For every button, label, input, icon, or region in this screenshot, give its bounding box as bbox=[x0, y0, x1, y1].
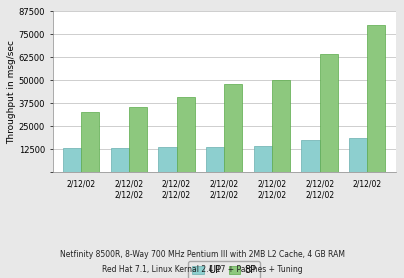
Bar bbox=[177, 97, 195, 172]
Y-axis label: Throughput in msg/sec: Throughput in msg/sec bbox=[6, 40, 16, 144]
Text: 2/12/02: 2/12/02 bbox=[210, 179, 239, 188]
Text: 2/12/02: 2/12/02 bbox=[257, 179, 286, 188]
Text: 2/12/02: 2/12/02 bbox=[210, 190, 239, 199]
Text: 2/12/02: 2/12/02 bbox=[67, 179, 96, 188]
Text: Netfinity 8500R, 8-Way 700 MHz Pentium III with 2MB L2 Cache, 4 GB RAM: Netfinity 8500R, 8-Way 700 MHz Pentium I… bbox=[59, 250, 345, 259]
Legend: UP, 8P: UP, 8P bbox=[188, 261, 260, 278]
Bar bbox=[320, 54, 338, 172]
Bar bbox=[158, 147, 177, 172]
Text: 2/12/02: 2/12/02 bbox=[305, 179, 334, 188]
Bar bbox=[224, 84, 242, 172]
Bar bbox=[254, 146, 272, 172]
Text: 2/12/02: 2/12/02 bbox=[114, 190, 143, 199]
Text: 2/12/02: 2/12/02 bbox=[257, 190, 286, 199]
Bar bbox=[111, 148, 129, 172]
Bar bbox=[272, 80, 290, 172]
Text: 2/12/02: 2/12/02 bbox=[162, 179, 191, 188]
Bar bbox=[129, 107, 147, 172]
Bar bbox=[367, 25, 385, 172]
Bar bbox=[349, 138, 367, 172]
Bar bbox=[63, 148, 81, 172]
Bar bbox=[81, 111, 99, 172]
Text: Red Hat 7.1, Linux Kernal 2.4.17 + Patches + Tuning: Red Hat 7.1, Linux Kernal 2.4.17 + Patch… bbox=[102, 265, 302, 274]
Text: 2/12/02: 2/12/02 bbox=[353, 179, 382, 188]
Text: 2/12/02: 2/12/02 bbox=[162, 190, 191, 199]
Bar bbox=[206, 148, 224, 172]
Text: 2/12/02: 2/12/02 bbox=[305, 190, 334, 199]
Text: 2/12/02: 2/12/02 bbox=[114, 179, 143, 188]
Bar bbox=[301, 140, 320, 172]
